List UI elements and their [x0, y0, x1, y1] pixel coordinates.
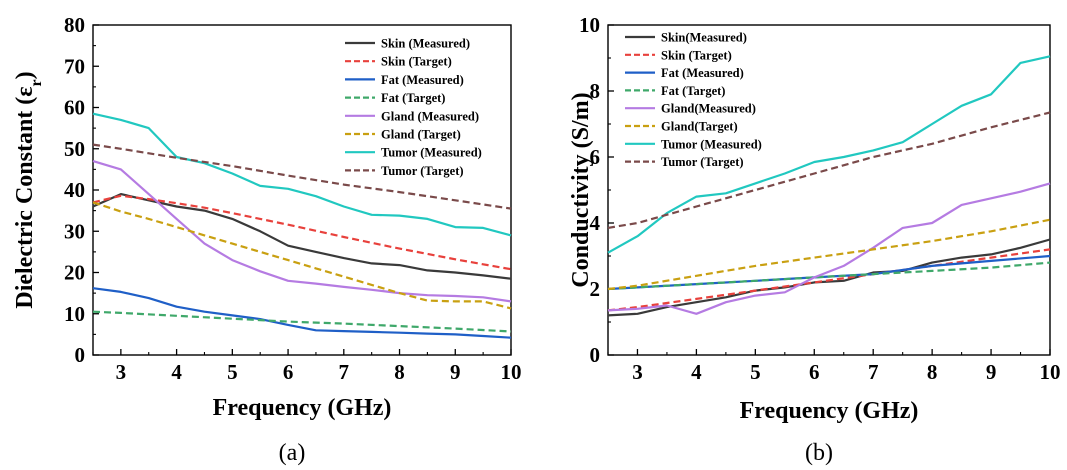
legend-label: Gland(Target) [661, 120, 738, 134]
series-line [92, 143, 512, 210]
series-line [607, 218, 1051, 291]
x-tick-label: 8 [927, 360, 938, 384]
x-axis-label: Frequency (GHz) [740, 398, 919, 424]
y-tick-label: 10 [579, 13, 600, 37]
x-tick-label: 4 [171, 360, 182, 384]
legend-label: Skin (Target) [661, 48, 732, 62]
x-tick-label: 9 [450, 360, 461, 384]
y-tick-label: 60 [64, 96, 85, 120]
series-line [92, 201, 512, 310]
x-tick-label: 3 [116, 360, 127, 384]
series-line [92, 310, 512, 333]
legend-label: Tumor (Target) [381, 164, 464, 178]
panel-caption: (b) [805, 440, 833, 466]
y-tick-label: 8 [590, 79, 601, 103]
legend-label: Skin (Measured) [381, 37, 470, 51]
series-line [607, 182, 1051, 315]
legend-label: Tumor (Measured) [661, 137, 762, 151]
series-line [92, 160, 512, 303]
series-line [92, 287, 512, 339]
legend-label: Gland (Measured) [381, 109, 479, 123]
x-tick-label: 10 [501, 360, 522, 384]
x-axis-label: Frequency (GHz) [213, 395, 392, 421]
y-tick-label: 50 [64, 137, 85, 161]
y-tick-label: 40 [64, 178, 85, 202]
series-line [607, 55, 1051, 254]
y-tick-label: 0 [75, 343, 86, 367]
series-line [92, 194, 512, 271]
x-tick-label: 6 [809, 360, 820, 384]
legend-label: Fat (Target) [381, 91, 445, 105]
legend-label: Skin(Measured) [661, 31, 747, 45]
y-tick-label: 20 [64, 261, 85, 285]
x-tick-label: 6 [283, 360, 294, 384]
x-tick-label: 3 [632, 360, 643, 384]
y-tick-label: 0 [590, 343, 601, 367]
y-axis-label: Conductivity (S/m) [568, 92, 594, 287]
x-tick-label: 8 [394, 360, 405, 384]
panel-caption: (a) [279, 440, 306, 466]
legend-label: Gland(Measured) [661, 102, 756, 116]
x-tick-label: 7 [868, 360, 879, 384]
legend-label: Fat (Target) [661, 84, 725, 98]
y-tick-label: 2 [590, 277, 601, 301]
series-line [92, 112, 512, 237]
series-line [607, 238, 1051, 317]
y-tick-label: 6 [590, 145, 601, 169]
x-tick-label: 4 [691, 360, 702, 384]
x-tick-label: 9 [986, 360, 997, 384]
y-tick-label: 4 [590, 211, 601, 235]
legend-label: Fat (Measured) [661, 66, 744, 80]
series-line [607, 248, 1051, 312]
legend-label: Tumor (Target) [661, 155, 744, 169]
x-tick-label: 5 [227, 360, 238, 384]
chart-panel-b: 3 4 5 6 7 8 9 10 0 2 4 6 8 10 Skin(Measured) Skin (Targ… [568, 13, 1061, 466]
y-axis-label: Dielectric Constant (εr) [12, 71, 45, 308]
y-tick-label: 70 [64, 54, 85, 78]
legend-label: Tumor (Measured) [381, 146, 482, 160]
legend-label: Fat (Measured) [381, 73, 464, 87]
y-tick-label: 30 [64, 219, 85, 243]
legend-label: Gland (Target) [381, 128, 461, 142]
y-tick-label: 80 [64, 13, 85, 37]
x-tick-label: 5 [750, 360, 761, 384]
series-line [92, 193, 512, 280]
x-tick-label: 10 [1040, 360, 1061, 384]
legend-label: Skin (Target) [381, 55, 452, 69]
x-tick-label: 7 [339, 360, 350, 384]
y-tick-label: 10 [64, 302, 85, 326]
chart-panel-a: 3 4 5 6 7 8 9 10 0 10 20 30 40 50 60 70 80 Skin (Measured… [12, 13, 522, 466]
series-line [607, 261, 1051, 291]
series-line [607, 111, 1051, 229]
